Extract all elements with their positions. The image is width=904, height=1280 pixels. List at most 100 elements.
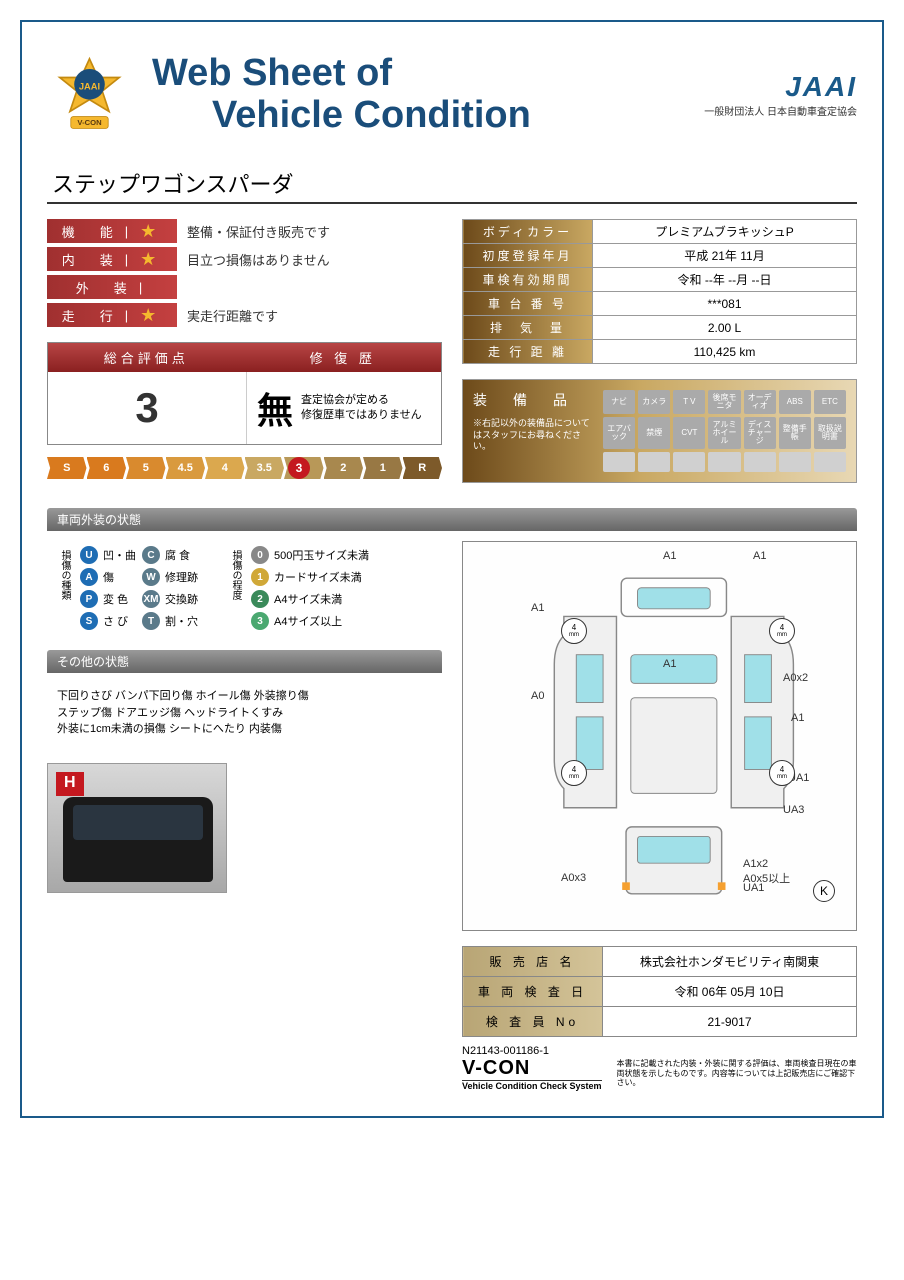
- equipment-empty: [638, 452, 670, 472]
- exterior-section-header: 車両外装の状態: [47, 508, 857, 531]
- diagram-annotation: A0x3: [561, 872, 586, 884]
- star-icon: ★: [140, 305, 162, 326]
- legend-text: 修理跡: [165, 569, 198, 585]
- legend-text: カードサイズ未満: [274, 569, 362, 585]
- dealer-table: 販 売 店 名株式会社ホンダモビリティ南関東車 両 検 査 日令和 06年 05…: [462, 946, 857, 1037]
- other-notes: 下回りさび バンパ下回り傷 ホイール傷 外装擦り傷ステップ傷 ドアエッジ傷 ヘッ…: [47, 683, 442, 743]
- legend-text: 変 色: [103, 591, 128, 607]
- rating-label: 走 行|★: [47, 303, 177, 327]
- equipment-item: T V: [673, 390, 705, 414]
- diagram-annotation: A1: [663, 658, 676, 670]
- jaai-subtitle: 一般財団法人 日本自動車査定協会: [704, 103, 857, 118]
- rating-desc: 目立つ損傷はありません: [187, 250, 330, 269]
- overall-score: 3: [48, 372, 247, 444]
- equipment-item: CVT: [673, 417, 705, 449]
- spec-label: 初度登録年月: [463, 244, 593, 268]
- inspection-sheet: JAAI V-CON Web Sheet of Vehicle Conditio…: [20, 20, 884, 1118]
- equipment-empty: [603, 452, 635, 472]
- equipment-item: オーディオ: [744, 390, 776, 414]
- legend-badge-icon: W: [142, 568, 160, 586]
- legend-text: 腐 食: [165, 547, 190, 563]
- legend-badge-icon: 1: [251, 568, 269, 586]
- legend-item: T割・穴: [142, 612, 198, 630]
- car-silhouette: [63, 797, 213, 882]
- legend-text: さ び: [103, 613, 128, 629]
- dealer-label: 販 売 店 名: [463, 947, 603, 977]
- spec-value: ***081: [593, 292, 857, 316]
- equipment-item: エアバック: [603, 417, 635, 449]
- equipment-empty: [779, 452, 811, 472]
- vcon-badge-icon: JAAI V-CON: [47, 52, 132, 137]
- overall-repair-header: 修 復 歴: [245, 343, 442, 372]
- spec-label: 走 行 距 離: [463, 340, 593, 364]
- legend-text: A4サイズ以上: [274, 613, 342, 629]
- vcon-subtitle: Vehicle Condition Check System: [462, 1081, 602, 1091]
- equipment-item: ABS: [779, 390, 811, 414]
- vehicle-photo: [47, 763, 227, 893]
- legend-item: W 修理跡: [142, 568, 198, 586]
- rating-row: 機 能|★ 整備・保証付き販売です: [47, 219, 442, 243]
- jaai-logo: JAAI: [704, 71, 857, 103]
- vcon-text: V-CON: [77, 118, 101, 127]
- overall-score-header: 総合評価点: [48, 343, 245, 372]
- tread-depth-icon: 4mm: [561, 760, 587, 786]
- legend-text: 500円玉サイズ未満: [274, 547, 369, 563]
- rating-row: 走 行|★実走行距離です: [47, 303, 442, 327]
- equipment-item: 禁煙: [638, 417, 670, 449]
- dealer-label: 車 両 検 査 日: [463, 977, 603, 1007]
- footer-note: 本書に記載された内装・外装に関する評価は、車両検査日現在の車両状態を示したもので…: [617, 1045, 857, 1091]
- spec-value: 平成 21年 11月: [593, 244, 857, 268]
- legend-item: 1 カードサイズ未満: [251, 568, 369, 586]
- equipment-empty: [708, 452, 740, 472]
- spec-value: 110,425 km: [593, 340, 857, 364]
- damage-legend: U凹・曲C腐 食A傷W修理跡P変 色XM交換跡Sさ びT割・穴: [80, 546, 198, 630]
- equipment-title: 装 備 品: [473, 390, 593, 410]
- main-title-2: Vehicle Condition: [152, 95, 684, 137]
- legend-text: 傷: [103, 569, 114, 585]
- legend-badge-icon: U: [80, 546, 98, 564]
- scale-segment: R: [403, 457, 443, 479]
- legend-badge-icon: P: [80, 590, 98, 608]
- repair-kanji: 無: [257, 382, 293, 434]
- rating-desc: 整備・保証付き販売です: [187, 222, 330, 241]
- degree-legend: 0 500円玉サイズ未満 1 カードサイズ未満 2A4サイズ未満 3 A4サイズ以上: [251, 546, 369, 630]
- legend-text: 割・穴: [165, 613, 198, 629]
- title-block: Web Sheet of Vehicle Condition: [152, 53, 684, 137]
- scale-segment: 5: [126, 457, 166, 479]
- rating-scale: S654.543.5321R3: [47, 457, 442, 479]
- equipment-item: ディスチャージ: [744, 417, 776, 449]
- legend-badge-icon: 0: [251, 546, 269, 564]
- scale-segment: 2: [324, 457, 364, 479]
- equipment-box: 装 備 品 ※右記以外の装備品についてはスタッフにお尋ねください。 ナビカメラT…: [462, 379, 857, 483]
- damage-degree-label: 損傷の程度: [228, 546, 243, 630]
- scale-segment: 1: [363, 457, 403, 479]
- dealer-value: 株式会社ホンダモビリティ南関東: [603, 947, 857, 977]
- diagram-annotation: A1: [663, 550, 676, 562]
- legend-item: P変 色: [80, 590, 136, 608]
- dealer-value: 21-9017: [603, 1007, 857, 1037]
- star-icon: ★: [140, 249, 162, 270]
- diagram-annotation: UA1: [743, 882, 764, 894]
- legend-item: Sさ び: [80, 612, 136, 630]
- spec-value: 2.00 L: [593, 316, 857, 340]
- dealer-label: 検 査 員 No: [463, 1007, 603, 1037]
- legend-badge-icon: S: [80, 612, 98, 630]
- honda-logo-icon: [56, 772, 84, 796]
- rating-label: 機 能|★: [47, 219, 177, 243]
- equipment-item: ETC: [814, 390, 846, 414]
- scale-segment: 3.5: [245, 457, 285, 479]
- svg-text:JAAI: JAAI: [79, 81, 100, 91]
- legend-item: 2A4サイズ未満: [251, 590, 369, 608]
- legend-text: 交換跡: [165, 591, 198, 607]
- legend-badge-icon: 2: [251, 590, 269, 608]
- rating-label: 外 装|: [47, 275, 177, 299]
- spec-label: 排 気 量: [463, 316, 593, 340]
- k-mark-icon: K: [813, 880, 835, 902]
- equipment-item: 後席モニタ: [708, 390, 740, 414]
- equipment-empty: [814, 452, 846, 472]
- legend-item: U凹・曲: [80, 546, 136, 564]
- dealer-value: 令和 06年 05月 10日: [603, 977, 857, 1007]
- main-title-1: Web Sheet of: [152, 53, 684, 95]
- legend-badge-icon: 3: [251, 612, 269, 630]
- diagram-annotation: UA3: [783, 804, 804, 816]
